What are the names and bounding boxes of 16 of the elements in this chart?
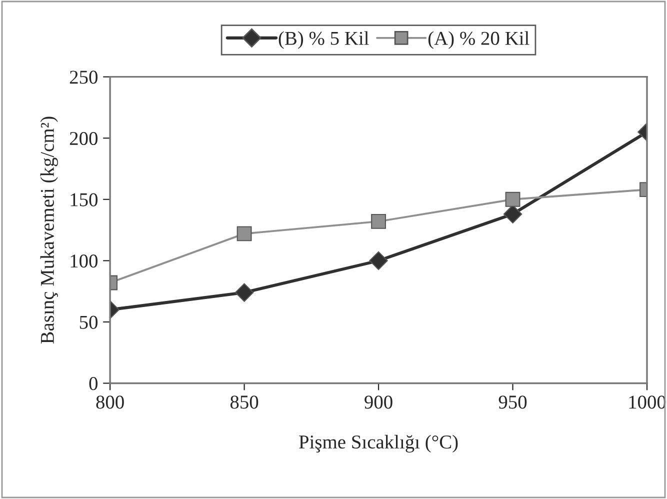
point [371, 214, 386, 229]
x-tick-label: 850 [230, 396, 258, 409]
y-tick-label: 50 [80, 316, 98, 329]
x-axis-title: Pişme Sıcaklığı (°C) [299, 434, 458, 453]
x-tick-label: 950 [498, 396, 527, 409]
point [369, 251, 388, 270]
y-tick-label: 150 [70, 193, 98, 206]
x-tick-label: 900 [364, 396, 392, 409]
y-tick-label: 200 [70, 132, 98, 146]
x-tick-label: 800 [96, 396, 124, 409]
y-axis-title: Basınç Mukavemeti (kg/cm²) [40, 116, 58, 344]
y-tick-label: 0 [89, 377, 98, 390]
legend-label: (A) % 20 Kil [428, 31, 530, 49]
y-tick-label: 250 [70, 70, 98, 84]
y-tick-label: 100 [70, 254, 98, 268]
legend-label: (B) % 5 Kil [278, 31, 369, 49]
